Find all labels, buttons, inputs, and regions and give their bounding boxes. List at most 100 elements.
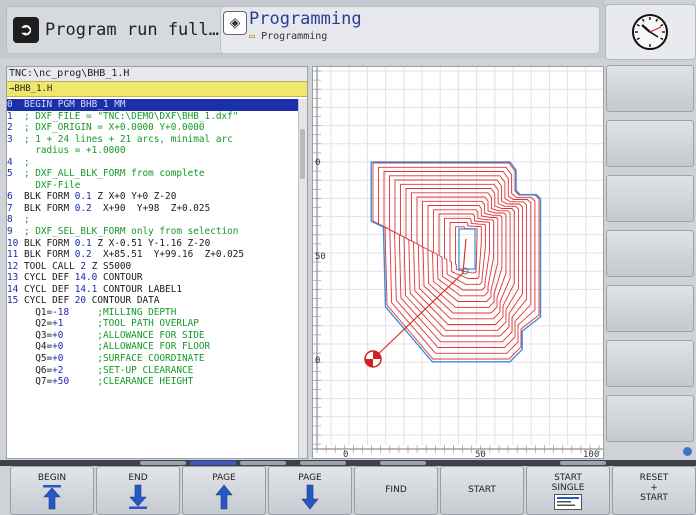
grid-lines [313,67,603,445]
tool-path-ring [400,183,519,331]
code-token: X+85.51 Y+99.16 Z+0.025 [91,249,245,261]
code-line[interactable]: Q6=+2 ;SET-UP CLEARANCE [7,365,299,377]
line-number: 15 [7,295,19,307]
code-scrollbar-thumb[interactable] [300,129,305,179]
code-line[interactable]: 7 BLK FORM 0.2 X+90 Y+98 Z+0.025 [7,203,299,215]
mode-run-label: Program run full… [45,20,219,40]
contour-paths [370,161,542,363]
code-scrollbar[interactable] [298,99,307,458]
code-token: Z X+0 Y+0 Z-20 [91,191,177,203]
code-line[interactable]: 6 BLK FORM 0.1 Z X+0 Y+0 Z-20 [7,191,299,203]
side-softkey-5[interactable] [606,285,694,332]
program-path: TNC:\nc_prog\BHB_1.H [7,67,307,81]
clock-panel [605,4,696,60]
line-number: 6 [7,191,13,203]
info-icon[interactable] [683,447,692,456]
clock-icon [632,14,668,50]
code-token: CONTOUR [97,272,143,284]
code-token: CYCL DEF [18,295,75,307]
contour-graphic[interactable]: 0 50 0 0 50 100 [312,66,604,459]
tool-path-ring [372,162,540,360]
side-softkey-3[interactable] [606,175,694,222]
tool-quadrant [373,351,381,359]
tool-path-ring [422,200,503,308]
code-line[interactable]: 3 ; 1 + 24 lines + 21 arcs, minimal arc [7,134,299,146]
code-line[interactable]: 1 ; DXF_FILE = "TNC:\DEMO\DXF\BHB_1.dxf" [7,111,299,123]
code-line[interactable]: radius = +1.0000 [7,145,299,157]
file-tab[interactable]: →BHB_1.H [7,81,307,97]
code-list[interactable]: 0 BEGIN PGM BHB_1 MM 1 ; DXF_FILE = "TNC:… [7,99,299,388]
program-editor[interactable]: TNC:\nc_prog\BHB_1.H →BHB_1.H 0 BEGIN PG… [6,66,308,459]
code-line[interactable]: 5 ; DXF_ALL_BLK_FORM from complete [7,168,299,180]
code-line[interactable]: Q3=+0 ;ALLOWANCE FOR SIDE [7,330,299,342]
code-line[interactable]: 12 TOOL CALL 2 Z S5000 [7,261,299,273]
softkey-start-single-label: START SINGLE [551,473,585,493]
code-token: ; DXF_FILE = "TNC:\DEMO\DXF\BHB_1.dxf" [12,110,239,122]
softkey-reset-start[interactable]: RESET + START [612,466,696,515]
code-line[interactable]: 4 ; [7,157,299,169]
code-line[interactable]: 10 BLK FORM 0.1 Z X-0.51 Y-1.16 Z-20 [7,238,299,250]
softkey-page-up-label: PAGE [212,473,236,483]
side-softkey-1[interactable] [606,65,694,112]
code-token: BLK FORM [12,191,75,203]
tool-path-ring [433,209,495,297]
code-line[interactable]: Q7=+50 ;CLEARANCE HEIGHT [7,376,299,388]
softkey-start[interactable]: START [440,466,524,515]
code-line[interactable]: Q5=+0 ;SURFACE COORDINATE [7,353,299,365]
softkey-start-single[interactable]: START SINGLE [526,466,610,515]
softkey-find-label: FIND [385,485,407,495]
code-token: 0.1 [74,191,92,203]
softkey-end[interactable]: END [96,466,180,515]
line-number: 7 [7,202,13,214]
side-softkey-6[interactable] [606,340,694,387]
ruler-label-bottom: 50 [475,450,486,458]
tool-quadrant [365,359,373,367]
code-token: Q7= [7,376,53,388]
line-number: 4 [7,156,13,168]
softkey-page-down-label: PAGE [298,473,322,483]
ruler-label-left: 50 [315,252,326,262]
code-token: 0.2 [74,202,92,214]
code-line[interactable]: 14 CYCL DEF 14.1 CONTOUR LABEL1 [7,284,299,296]
code-token: Z X-0.51 Y-1.16 Z-20 [91,237,211,249]
code-token: +0 [52,341,64,353]
code-line[interactable]: 11 BLK FORM 0.2 X+85.51 Y+99.16 Z+0.025 [7,249,299,261]
code-token: Z S5000 [86,260,132,272]
code-token: ;CLEARANCE HEIGHT [69,376,194,388]
code-token: BLK FORM [12,202,75,214]
code-token: CYCL DEF [18,272,75,284]
code-line[interactable]: 8 ; [7,214,299,226]
side-softkey-7[interactable] [606,395,694,442]
code-token: 0.2 [74,249,92,261]
softkey-page-up[interactable]: PAGE [182,466,266,515]
code-token: ; [12,214,30,226]
softkey-page-down[interactable]: PAGE [268,466,352,515]
code-token: +2 [52,364,64,376]
softkey-level-1 [140,461,186,465]
code-token: TOOL CALL [18,260,81,272]
code-token: ;SET-UP CLEARANCE [63,364,194,376]
softkey-begin[interactable]: BEGIN [10,466,94,515]
code-line[interactable]: 15 CYCL DEF 20 CONTOUR DATA [7,295,299,307]
mode-prog-sub: ▭ Programming [249,31,327,42]
code-line[interactable]: 13 CYCL DEF 14.0 CONTOUR [7,272,299,284]
code-line[interactable]: DXF-File [7,180,299,192]
softkey-find[interactable]: FIND [354,466,438,515]
side-softkey-2[interactable] [606,120,694,167]
tool-path-ring [438,213,490,291]
code-line[interactable]: Q2=+1 ;TOOL PATH OVERLAP [7,318,299,330]
mode-program-run-full[interactable]: ➲ Program run full… [6,6,226,54]
mode-programming[interactable]: ◈ Programming ▭ Programming [220,6,600,54]
softkey-end-label: END [128,473,148,483]
code-line[interactable]: Q1=-18 ;MILLING DEPTH [7,307,299,319]
code-line[interactable]: 9 ; DXF_SEL_BLK_FORM only from selection [7,226,299,238]
tool-path-ring [444,217,486,285]
side-softkey-4[interactable] [606,230,694,277]
code-line[interactable]: 0 BEGIN PGM BHB_1 MM [7,99,299,111]
code-token: +50 [52,376,70,388]
code-line[interactable]: 2 ; DXF_ORIGIN = X+0.0000 Y+0.0000 [7,122,299,134]
tool-path [364,238,469,368]
code-line[interactable]: Q4=+0 ;ALLOWANCE FOR FLOOR [7,341,299,353]
code-token: +0 [52,353,64,365]
line-number: 8 [7,214,13,226]
